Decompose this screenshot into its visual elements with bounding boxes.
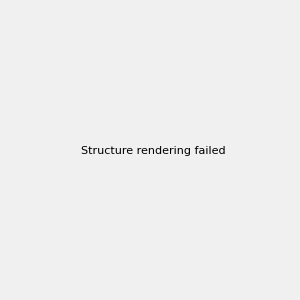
Text: Structure rendering failed: Structure rendering failed (81, 146, 226, 157)
